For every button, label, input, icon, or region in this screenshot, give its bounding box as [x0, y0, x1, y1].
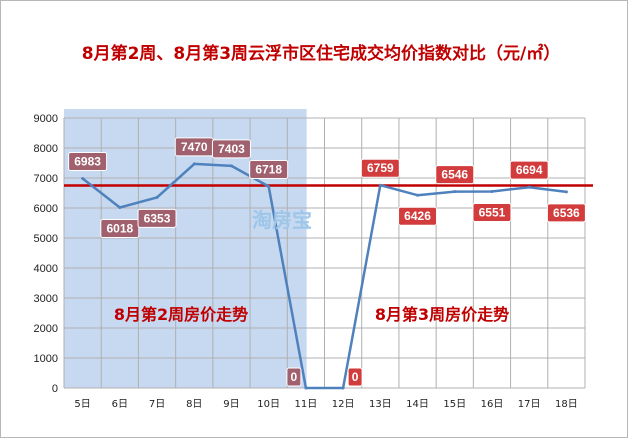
data-label-box	[137, 208, 177, 228]
data-label-box	[360, 158, 400, 178]
x-tick-label: 12日	[332, 399, 355, 410]
watermark-logo: 淘房宝	[252, 208, 312, 232]
y-tick-label: 6000	[34, 203, 58, 215]
week2-label: 8月第2周房价走势	[114, 305, 248, 324]
data-point	[378, 183, 382, 187]
x-tick-label: 13日	[369, 399, 392, 410]
data-point	[267, 184, 271, 188]
data-point	[229, 164, 233, 168]
data-label-box	[398, 206, 438, 226]
y-tick-label: 5000	[34, 233, 58, 245]
data-label: 6353	[144, 211, 171, 225]
y-tick-label: 3000	[34, 293, 58, 305]
x-tick-label: 18日	[555, 399, 578, 410]
x-tick-label: 6日	[112, 399, 128, 410]
x-tick-label: 15日	[443, 399, 466, 410]
y-tick-label: 8000	[34, 143, 58, 155]
data-label: 6426	[404, 209, 431, 223]
data-point	[304, 386, 308, 390]
x-tick-label: 5日	[74, 399, 90, 410]
x-tick-label: 16日	[481, 399, 504, 410]
data-point	[490, 189, 494, 193]
x-tick-label: 11日	[295, 399, 318, 410]
data-point	[564, 190, 568, 194]
week3-label: 8月第3周房价走势	[375, 305, 509, 324]
data-point	[416, 193, 420, 197]
data-point	[192, 162, 196, 166]
data-label: 7470	[181, 140, 208, 154]
data-label-box	[546, 203, 586, 223]
y-tick-label: 4000	[34, 263, 58, 275]
data-label: 0	[352, 370, 359, 384]
data-point	[341, 386, 345, 390]
y-tick-label: 2000	[34, 323, 58, 335]
data-point	[118, 205, 122, 209]
data-label-box	[435, 165, 475, 185]
y-tick-label: 7000	[34, 173, 58, 185]
y-tick-label: 9000	[34, 113, 58, 125]
series-line	[81, 162, 567, 390]
data-label-box	[286, 367, 302, 387]
data-label: 6551	[479, 205, 506, 219]
x-tick-label: 10日	[257, 399, 280, 410]
data-label: 0	[291, 370, 298, 384]
y-tick-label: 0	[52, 383, 58, 395]
data-label: 7403	[218, 142, 245, 156]
y-tick-label: 1000	[34, 353, 58, 365]
data-label-box	[509, 160, 549, 180]
chart-title: 8月第2周、8月第3周云浮市区住宅成交均价指数对比（元/㎡）	[82, 43, 561, 64]
data-label: 6718	[255, 162, 282, 176]
data-label-box	[472, 202, 512, 222]
data-label-box	[68, 152, 108, 172]
x-tick-label: 7日	[149, 399, 165, 410]
data-label-box	[249, 159, 289, 179]
data-label-box	[347, 367, 363, 387]
data-label-box	[211, 139, 251, 159]
data-label: 6983	[74, 155, 101, 169]
x-tick-label: 14日	[406, 399, 429, 410]
x-tick-label: 9日	[223, 399, 239, 410]
data-label: 6018	[106, 221, 133, 235]
data-point	[453, 190, 457, 194]
data-label: 6759	[367, 161, 394, 175]
data-label: 6546	[441, 168, 468, 182]
x-tick-label: 17日	[518, 399, 541, 410]
data-label-box	[100, 218, 140, 238]
data-point	[527, 185, 531, 189]
data-point	[81, 177, 85, 181]
data-label: 6536	[553, 206, 580, 220]
data-label: 6694	[516, 163, 543, 177]
x-tick-label: 8日	[186, 399, 202, 410]
data-point	[155, 195, 159, 199]
